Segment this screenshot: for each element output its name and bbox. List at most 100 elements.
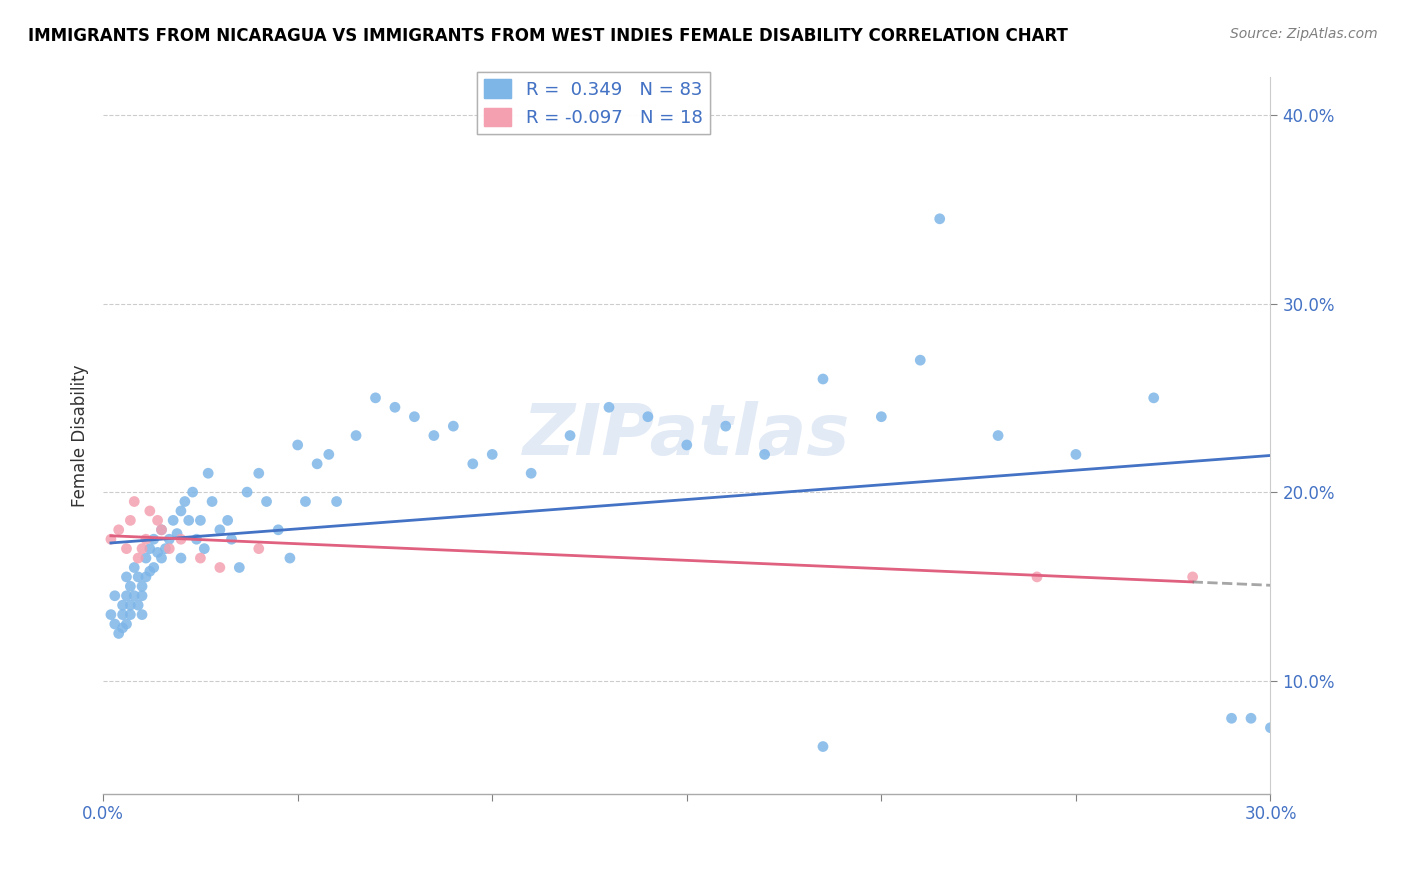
Legend: R =  0.349   N = 83, R = -0.097   N = 18: R = 0.349 N = 83, R = -0.097 N = 18 xyxy=(477,72,710,135)
Point xyxy=(754,447,776,461)
Point xyxy=(928,211,950,226)
Point xyxy=(344,428,367,442)
Point xyxy=(146,513,169,527)
Point xyxy=(104,617,127,632)
Point xyxy=(139,504,162,518)
Text: Source: ZipAtlas.com: Source: ZipAtlas.com xyxy=(1230,27,1378,41)
Point xyxy=(115,589,138,603)
Point xyxy=(135,551,157,566)
Point xyxy=(131,589,153,603)
Point xyxy=(197,467,219,481)
Text: IMMIGRANTS FROM NICARAGUA VS IMMIGRANTS FROM WEST INDIES FEMALE DISABILITY CORRE: IMMIGRANTS FROM NICARAGUA VS IMMIGRANTS … xyxy=(28,27,1069,45)
Point xyxy=(278,551,301,566)
Point xyxy=(714,419,737,434)
Point xyxy=(104,589,127,603)
Point xyxy=(150,523,173,537)
Point xyxy=(811,739,834,754)
Point xyxy=(111,598,134,612)
Point xyxy=(190,513,212,527)
Point xyxy=(520,467,543,481)
Point xyxy=(675,438,697,452)
Point xyxy=(157,541,180,556)
Point xyxy=(404,409,426,424)
Point xyxy=(150,523,173,537)
Point xyxy=(384,401,406,415)
Point xyxy=(221,533,243,547)
Point xyxy=(1026,570,1049,584)
Point xyxy=(170,551,193,566)
Point xyxy=(987,428,1010,442)
Point xyxy=(637,409,659,424)
Point xyxy=(318,447,340,461)
Point xyxy=(181,485,204,500)
Point xyxy=(100,607,122,622)
Point xyxy=(228,560,250,574)
Point xyxy=(139,564,162,578)
Point xyxy=(122,560,145,574)
Point xyxy=(267,523,290,537)
Point xyxy=(100,533,122,547)
Point xyxy=(170,504,193,518)
Point xyxy=(177,513,200,527)
Point xyxy=(186,533,208,547)
Point xyxy=(287,438,309,452)
Point xyxy=(115,617,138,632)
Point xyxy=(142,560,165,574)
Point xyxy=(127,570,149,584)
Point xyxy=(1220,711,1243,725)
Point xyxy=(127,598,149,612)
Point xyxy=(120,579,142,593)
Point xyxy=(217,513,239,527)
Point xyxy=(115,541,138,556)
Point xyxy=(910,353,932,368)
Point xyxy=(558,428,581,442)
Point xyxy=(122,494,145,508)
Point xyxy=(236,485,259,500)
Point xyxy=(1260,721,1282,735)
Y-axis label: Female Disability: Female Disability xyxy=(72,364,89,507)
Point xyxy=(122,589,145,603)
Point xyxy=(173,494,195,508)
Point xyxy=(107,523,129,537)
Point xyxy=(598,401,620,415)
Point xyxy=(423,428,446,442)
Point xyxy=(120,607,142,622)
Point xyxy=(441,419,464,434)
Point xyxy=(166,526,188,541)
Point xyxy=(135,533,157,547)
Point xyxy=(247,541,270,556)
Point xyxy=(142,533,165,547)
Point xyxy=(146,545,169,559)
Point xyxy=(208,523,231,537)
Point xyxy=(120,513,142,527)
Text: ZIPatlas: ZIPatlas xyxy=(523,401,851,470)
Point xyxy=(131,607,153,622)
Point xyxy=(870,409,893,424)
Point xyxy=(135,570,157,584)
Point xyxy=(150,551,173,566)
Point xyxy=(325,494,347,508)
Point xyxy=(131,541,153,556)
Point xyxy=(1240,711,1263,725)
Point xyxy=(811,372,834,386)
Point xyxy=(201,494,224,508)
Point xyxy=(115,570,138,584)
Point xyxy=(157,533,180,547)
Point xyxy=(1143,391,1166,405)
Point xyxy=(131,579,153,593)
Point xyxy=(193,541,215,556)
Point xyxy=(111,607,134,622)
Point xyxy=(461,457,484,471)
Point xyxy=(139,541,162,556)
Point xyxy=(170,533,193,547)
Point xyxy=(208,560,231,574)
Point xyxy=(256,494,278,508)
Point xyxy=(111,621,134,635)
Point xyxy=(1064,447,1087,461)
Point xyxy=(247,467,270,481)
Point xyxy=(120,598,142,612)
Point xyxy=(155,541,177,556)
Point xyxy=(307,457,329,471)
Point xyxy=(481,447,503,461)
Point xyxy=(162,513,184,527)
